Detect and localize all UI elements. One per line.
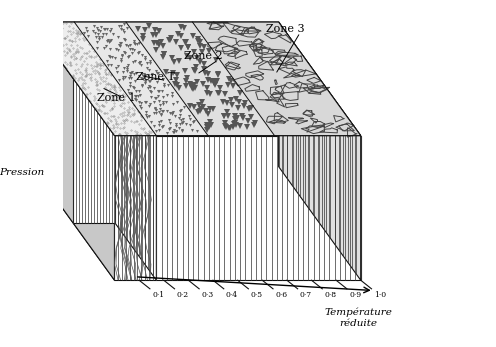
Text: 0·1: 0·1 bbox=[152, 290, 164, 298]
Text: 0·5: 0·5 bbox=[250, 290, 263, 298]
Text: 0·9: 0·9 bbox=[349, 290, 361, 298]
Text: 0·7: 0·7 bbox=[300, 290, 312, 298]
Polygon shape bbox=[126, 22, 274, 136]
Text: 0·3: 0·3 bbox=[201, 290, 214, 298]
Text: Température
réduite: Température réduite bbox=[324, 308, 392, 328]
Polygon shape bbox=[32, 22, 361, 136]
Polygon shape bbox=[156, 136, 361, 280]
Text: Zone 1: Zone 1 bbox=[97, 93, 136, 103]
Text: 1·0: 1·0 bbox=[373, 290, 386, 298]
Polygon shape bbox=[192, 22, 361, 136]
Text: Zone 3: Zone 3 bbox=[266, 24, 305, 34]
Text: Zone T: Zone T bbox=[136, 72, 175, 82]
Polygon shape bbox=[32, 22, 156, 136]
Polygon shape bbox=[32, 167, 361, 280]
Text: 0·4: 0·4 bbox=[226, 290, 238, 298]
Polygon shape bbox=[74, 22, 208, 136]
Polygon shape bbox=[32, 22, 115, 280]
Polygon shape bbox=[73, 79, 115, 223]
Text: 0·2: 0·2 bbox=[177, 290, 189, 298]
Polygon shape bbox=[115, 79, 156, 280]
Polygon shape bbox=[279, 22, 361, 280]
Text: 0·6: 0·6 bbox=[275, 290, 287, 298]
Text: Zone 2: Zone 2 bbox=[184, 51, 222, 61]
Polygon shape bbox=[115, 136, 156, 280]
Text: 0·8: 0·8 bbox=[324, 290, 337, 298]
Text: Pression: Pression bbox=[0, 168, 45, 177]
Polygon shape bbox=[32, 22, 279, 167]
